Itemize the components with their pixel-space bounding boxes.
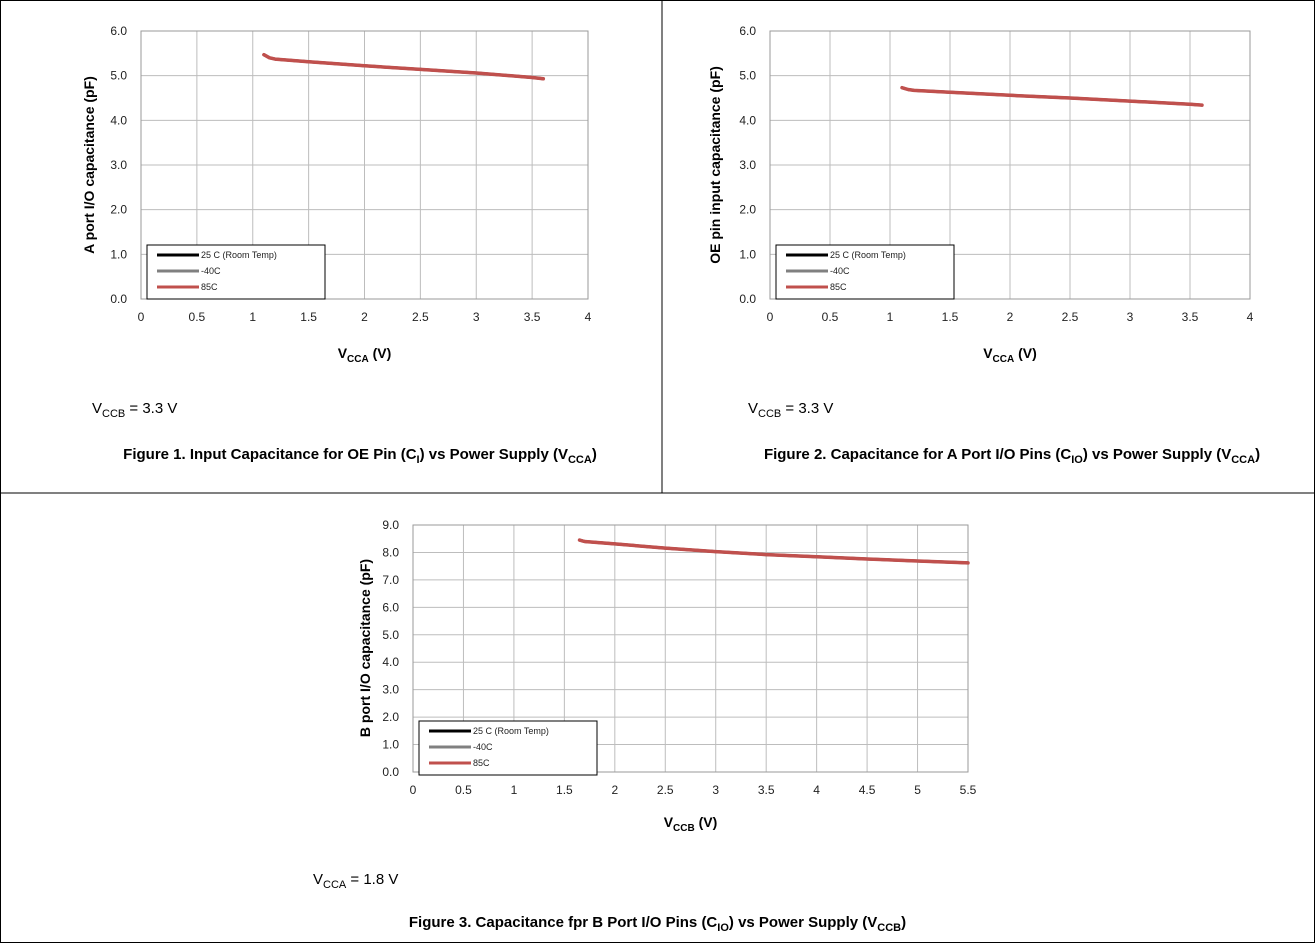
y-tick-label: 6.0 xyxy=(382,600,399,614)
legend-label: -40C xyxy=(830,266,850,276)
x-tick-label: 4 xyxy=(813,783,820,797)
y-tick-label: 0.0 xyxy=(110,292,127,306)
y-tick-label: 6.0 xyxy=(739,24,756,38)
x-axis-label: VCCA (V) xyxy=(983,345,1037,365)
x-tick-label: 0.5 xyxy=(455,783,472,797)
caption-fig2: Figure 2. Capacitance for A Port I/O Pin… xyxy=(763,446,1261,466)
y-tick-label: 0.0 xyxy=(739,292,756,306)
y-tick-label: 7.0 xyxy=(382,573,399,587)
y-tick-label: 3.0 xyxy=(739,158,756,172)
x-tick-label: 1 xyxy=(511,783,518,797)
x-tick-label: 0 xyxy=(767,310,774,324)
legend-label: -40C xyxy=(473,742,493,752)
figure-3-cell: 0 0.5 1 1.5 2 2.5 3 3.5 4 4.5 5 5.5 0.0 1.0 2.0 3.0 4.0 5… xyxy=(0,493,1315,943)
x-tick-label: 3 xyxy=(712,783,719,797)
legend-label: -40C xyxy=(201,266,221,276)
chart-figure-2: 0 0.5 1 1.5 2 2.5 3 3.5 4 0.0 1.0 2.0 3.0 4.0 5.0 6.0 OE… xyxy=(707,24,1254,365)
y-tick-label: 1.0 xyxy=(382,738,399,752)
y-tick-label: 1.0 xyxy=(110,247,127,261)
x-tick-label: 4 xyxy=(585,310,592,324)
caption-fig3: Figure 3. Capacitance fpr B Port I/O Pin… xyxy=(408,914,907,934)
figure-1-cell: 0 0.5 1 1.5 2 2.5 3 3.5 4 0.0 1.0 2.0 3.0 4.0 5.0 6.0 A … xyxy=(0,0,662,493)
legend-label: 25 C (Room Temp) xyxy=(201,250,277,260)
x-tick-label: 1 xyxy=(249,310,256,324)
plot-area xyxy=(769,30,1251,300)
x-tick-label: 0.5 xyxy=(822,310,839,324)
x-tick-label: 0.5 xyxy=(189,310,206,324)
y-axis-label: OE pin input capacitance (pF) xyxy=(707,66,723,264)
y-tick-label: 2.0 xyxy=(382,710,399,724)
y-tick-label: 4.0 xyxy=(739,113,756,127)
y-tick-label: 1.0 xyxy=(739,247,756,261)
legend: 25 C (Room Temp) -40C 85C xyxy=(146,244,326,300)
x-tick-label: 1.5 xyxy=(300,310,317,324)
x-tick-label: 1.5 xyxy=(942,310,959,324)
x-tick-label: 2 xyxy=(611,783,618,797)
x-tick-label: 2.5 xyxy=(412,310,429,324)
x-tick-label: 1 xyxy=(887,310,894,324)
legend-label: 85C xyxy=(473,758,490,768)
condition-fig2: VCCB = 3.3 V xyxy=(748,400,834,420)
x-tick-label: 0 xyxy=(138,310,145,324)
legend-label: 25 C (Room Temp) xyxy=(473,726,549,736)
y-tick-label: 4.0 xyxy=(382,655,399,669)
figure-2-cell: 0 0.5 1 1.5 2 2.5 3 3.5 4 0.0 1.0 2.0 3.0 4.0 5.0 6.0 OE… xyxy=(662,0,1315,493)
x-tick-label: 2 xyxy=(361,310,368,324)
series-line-2 xyxy=(900,85,1204,107)
legend: 25 C (Room Temp) -40C 85C xyxy=(775,244,955,300)
y-tick-label: 9.0 xyxy=(382,518,399,532)
x-tick-label: 0 xyxy=(410,783,417,797)
y-tick-label: 2.0 xyxy=(739,203,756,217)
x-tick-label: 4.5 xyxy=(859,783,876,797)
x-axis-label: VCCA (V) xyxy=(338,345,392,365)
plot-area xyxy=(412,524,969,773)
x-axis-label: VCCB (V) xyxy=(664,814,718,834)
x-tick-label: 3.5 xyxy=(1182,310,1199,324)
legend-label: 85C xyxy=(201,282,218,292)
series-line-2 xyxy=(577,538,970,565)
chart-figure-1: 0 0.5 1 1.5 2 2.5 3 3.5 4 0.0 1.0 2.0 3.0 4.0 5.0 6.0 A … xyxy=(81,24,592,365)
x-tick-label: 1.5 xyxy=(556,783,573,797)
x-tick-label: 2.5 xyxy=(657,783,674,797)
y-axis-label: A port I/O capacitance (pF) xyxy=(81,76,97,254)
y-tick-label: 5.0 xyxy=(739,69,756,83)
x-tick-label: 4 xyxy=(1247,310,1254,324)
y-axis-label: B port I/O capacitance (pF) xyxy=(357,559,373,737)
x-tick-label: 3 xyxy=(1127,310,1134,324)
legend-label: 85C xyxy=(830,282,847,292)
x-tick-label: 3.5 xyxy=(524,310,541,324)
legend: 25 C (Room Temp) -40C 85C xyxy=(418,720,598,776)
x-tick-label: 3.5 xyxy=(758,783,775,797)
x-tick-label: 2.5 xyxy=(1062,310,1079,324)
condition-fig3: VCCA = 1.8 V xyxy=(313,871,399,891)
y-tick-label: 5.0 xyxy=(382,628,399,642)
x-tick-label: 5 xyxy=(914,783,921,797)
y-tick-label: 2.0 xyxy=(110,203,127,217)
y-tick-label: 3.0 xyxy=(382,683,399,697)
x-tick-label: 3 xyxy=(473,310,480,324)
plot-area xyxy=(140,30,589,300)
caption-fig1: Figure 1. Input Capacitance for OE Pin (… xyxy=(123,446,597,466)
y-tick-label: 3.0 xyxy=(110,158,127,172)
condition-fig1: VCCB = 3.3 V xyxy=(92,400,178,420)
y-tick-label: 5.0 xyxy=(110,69,127,83)
y-tick-label: 6.0 xyxy=(110,24,127,38)
x-tick-label: 5.5 xyxy=(960,783,977,797)
chart-figure-3: 0 0.5 1 1.5 2 2.5 3 3.5 4 4.5 5 5.5 0.0 1.0 2.0 3.0 4.0 5… xyxy=(357,518,977,834)
series-line-2 xyxy=(262,52,546,81)
x-tick-label: 2 xyxy=(1007,310,1014,324)
y-tick-label: 8.0 xyxy=(382,545,399,559)
legend-label: 25 C (Room Temp) xyxy=(830,250,906,260)
y-tick-label: 4.0 xyxy=(110,113,127,127)
y-tick-label: 0.0 xyxy=(382,765,399,779)
